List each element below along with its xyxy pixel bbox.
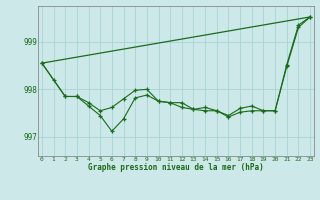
X-axis label: Graphe pression niveau de la mer (hPa): Graphe pression niveau de la mer (hPa) (88, 163, 264, 172)
